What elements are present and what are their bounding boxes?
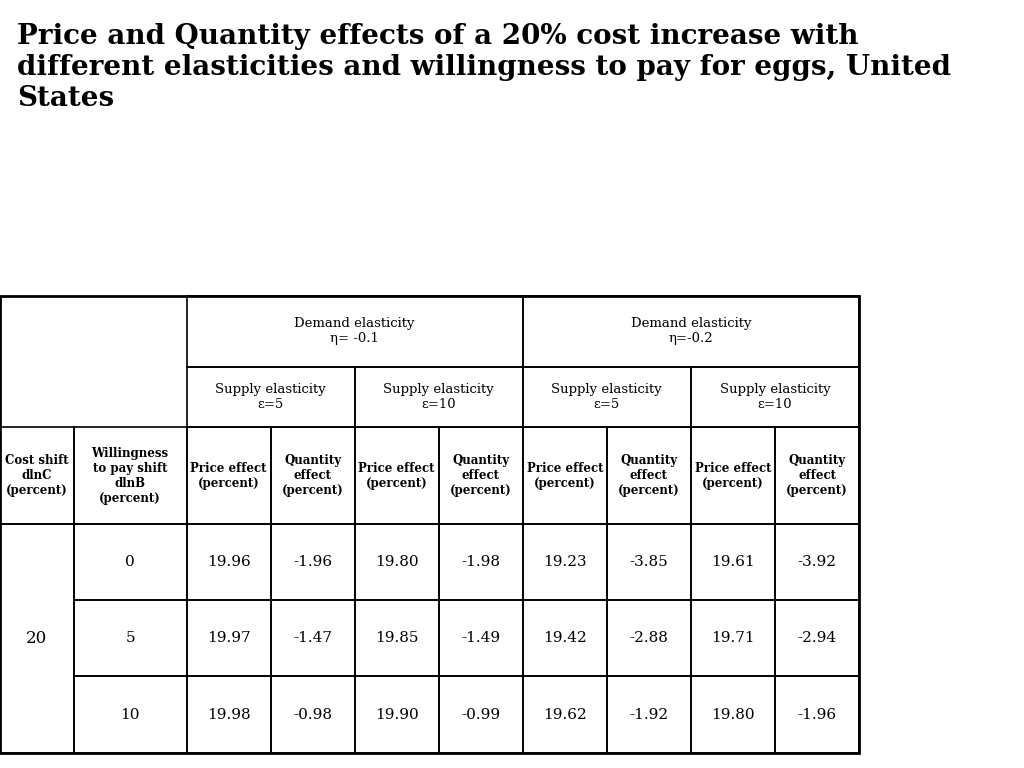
Bar: [354, 601, 438, 677]
Text: Supply elasticity
ε=10: Supply elasticity ε=10: [383, 383, 495, 411]
Text: 0: 0: [125, 555, 135, 569]
Text: 19.42: 19.42: [543, 631, 587, 645]
Text: Price effect
(percent): Price effect (percent): [694, 462, 771, 490]
Bar: [523, 677, 607, 753]
Text: Willingness
to pay shift
dlnB
(percent): Willingness to pay shift dlnB (percent): [91, 447, 169, 505]
Bar: [607, 427, 691, 524]
Text: -1.92: -1.92: [630, 707, 669, 722]
Bar: [0, 296, 859, 753]
Bar: [691, 601, 775, 677]
Bar: [186, 677, 270, 753]
Text: 19.97: 19.97: [207, 631, 251, 645]
Text: Price effect
(percent): Price effect (percent): [526, 462, 603, 490]
Bar: [438, 601, 523, 677]
Text: -1.96: -1.96: [798, 707, 837, 722]
Text: 10: 10: [121, 707, 140, 722]
Bar: [607, 677, 691, 753]
Text: Demand elasticity
η=-0.2: Demand elasticity η=-0.2: [631, 317, 752, 346]
Bar: [775, 427, 859, 524]
Text: 19.62: 19.62: [543, 707, 587, 722]
Text: 19.80: 19.80: [711, 707, 755, 722]
Bar: [186, 367, 354, 427]
Bar: [691, 427, 775, 524]
Bar: [354, 677, 438, 753]
Bar: [270, 601, 354, 677]
Bar: [354, 427, 438, 524]
Text: -3.92: -3.92: [798, 555, 837, 569]
Text: 19.96: 19.96: [207, 555, 251, 569]
Text: Supply elasticity
ε=5: Supply elasticity ε=5: [552, 383, 663, 411]
Text: 19.98: 19.98: [207, 707, 251, 722]
Text: 19.71: 19.71: [711, 631, 755, 645]
Bar: [438, 427, 523, 524]
Bar: [186, 524, 270, 601]
Bar: [270, 427, 354, 524]
Bar: [186, 296, 523, 367]
Bar: [775, 524, 859, 601]
Text: -0.99: -0.99: [461, 707, 501, 722]
Bar: [74, 524, 186, 601]
Bar: [354, 524, 438, 601]
Text: 19.85: 19.85: [375, 631, 419, 645]
Text: -0.98: -0.98: [293, 707, 332, 722]
Text: Quantity
effect
(percent): Quantity effect (percent): [786, 454, 848, 497]
Text: Supply elasticity
ε=10: Supply elasticity ε=10: [720, 383, 830, 411]
Bar: [523, 296, 859, 367]
Text: -2.88: -2.88: [630, 631, 669, 645]
Text: -3.85: -3.85: [630, 555, 669, 569]
Text: -1.98: -1.98: [461, 555, 501, 569]
Text: Price effect
(percent): Price effect (percent): [358, 462, 435, 490]
Text: 19.80: 19.80: [375, 555, 419, 569]
Text: Demand elasticity
η= -0.1: Demand elasticity η= -0.1: [295, 317, 415, 346]
Text: -1.49: -1.49: [461, 631, 501, 645]
Bar: [775, 677, 859, 753]
Bar: [775, 601, 859, 677]
Bar: [691, 367, 859, 427]
Text: -1.47: -1.47: [293, 631, 332, 645]
Text: Quantity
effect
(percent): Quantity effect (percent): [450, 454, 512, 497]
Bar: [438, 524, 523, 601]
Text: -2.94: -2.94: [798, 631, 837, 645]
Text: 19.61: 19.61: [711, 555, 755, 569]
Text: Quantity
effect
(percent): Quantity effect (percent): [282, 454, 343, 497]
Bar: [438, 677, 523, 753]
Bar: [0, 525, 74, 753]
Bar: [523, 427, 607, 524]
Bar: [354, 367, 523, 427]
Bar: [270, 677, 354, 753]
Bar: [691, 524, 775, 601]
Bar: [523, 367, 691, 427]
Text: Supply elasticity
ε=5: Supply elasticity ε=5: [215, 383, 326, 411]
Bar: [74, 677, 186, 753]
Bar: [0, 427, 74, 524]
Bar: [74, 427, 186, 524]
Text: 5: 5: [125, 631, 135, 645]
Bar: [270, 524, 354, 601]
Bar: [691, 677, 775, 753]
Text: 19.90: 19.90: [375, 707, 419, 722]
Bar: [523, 601, 607, 677]
Text: 20: 20: [27, 630, 47, 647]
Text: Quantity
effect
(percent): Quantity effect (percent): [618, 454, 680, 497]
Bar: [186, 427, 270, 524]
Bar: [74, 601, 186, 677]
Text: Price and Quantity effects of a 20% cost increase with
different elasticities an: Price and Quantity effects of a 20% cost…: [17, 23, 951, 112]
Text: -1.96: -1.96: [293, 555, 332, 569]
Bar: [607, 524, 691, 601]
Bar: [523, 524, 607, 601]
Text: Cost shift
dlnC
(percent): Cost shift dlnC (percent): [5, 454, 69, 497]
Text: Price effect
(percent): Price effect (percent): [190, 462, 267, 490]
Text: 19.23: 19.23: [543, 555, 587, 569]
Bar: [186, 601, 270, 677]
Bar: [607, 601, 691, 677]
